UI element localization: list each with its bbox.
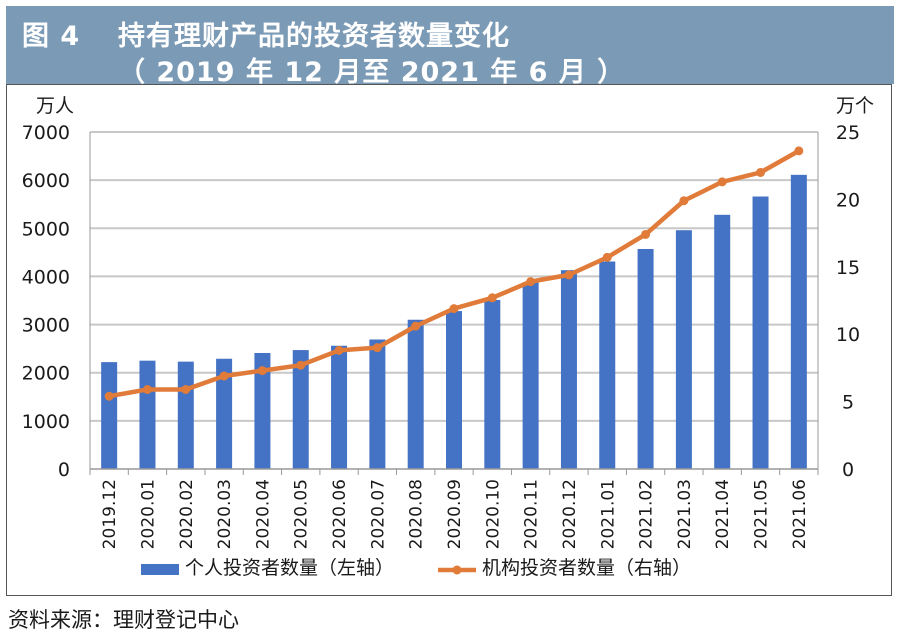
line-point-2020.01 [142, 384, 152, 394]
x-tick-label: 2020.10 [483, 479, 503, 549]
right-tick-label: 20 [836, 189, 860, 211]
left-tick-label: 1000 [22, 411, 70, 433]
line-point-2020.08 [411, 321, 421, 331]
figure-number: 图 4 [22, 21, 81, 52]
x-tick-label: 2021.04 [713, 479, 733, 549]
figure-header: 图 4 持有理财产品的投资者数量变化 （ 2019 年 12 月至 2021 年 … [6, 6, 894, 88]
bar-2021.03 [675, 230, 692, 469]
bar-2020.09 [446, 311, 462, 469]
x-tick-label: 2020.09 [445, 479, 465, 549]
line-point-2020.11 [526, 277, 536, 287]
x-tick-label: 2020.01 [138, 479, 158, 549]
line-point-2020.07 [372, 343, 382, 353]
right-tick-label: 15 [836, 257, 860, 279]
x-tick-label: 2020.07 [368, 479, 388, 549]
bar-layer [101, 174, 807, 470]
x-tick-label: 2020.11 [522, 479, 542, 549]
x-tick-label: 2020.02 [177, 479, 197, 549]
line-point-2020.05 [296, 360, 306, 370]
legend-bar-swatch [141, 564, 179, 575]
x-tick-label: 2020.04 [253, 479, 273, 549]
bar-2020.12 [560, 270, 577, 469]
line-point-2021.02 [641, 229, 651, 239]
x-tick-label: 2021.03 [675, 479, 695, 549]
chart-frame [6, 84, 892, 596]
bar-2020.03 [216, 358, 233, 469]
figure-subtitle: （ 2019 年 12 月至 2021 年 6 月 ） [118, 57, 626, 88]
axis-layer: 0 1000 2000 3000 4000 5000 6000 7000 0 5 10 15 20 25 万… [22, 95, 874, 549]
figure-title: 图 4 持有理财产品的投资者数量变化 [22, 14, 510, 53]
line-point-2021.03 [679, 196, 689, 206]
line-point-2020.12 [564, 270, 574, 280]
bar-2020.07 [369, 339, 386, 469]
bar-2020.08 [407, 319, 424, 469]
line-point-2020.02 [181, 384, 191, 394]
left-tick-label: 4000 [22, 266, 70, 288]
line-point-2020.09 [449, 304, 459, 314]
left-axis-unit: 万人 [36, 95, 74, 117]
left-tick-label: 6000 [22, 170, 70, 192]
x-tick-label: 2020.12 [560, 479, 580, 549]
right-tick-label: 5 [842, 392, 854, 414]
x-tick-label: 2021.01 [598, 479, 618, 549]
bar-2021.01 [599, 261, 616, 469]
line-point-2019.12 [104, 391, 114, 401]
line-point-2020.06 [334, 345, 344, 355]
line-point-2020.04 [257, 366, 267, 376]
bar-2021.05 [752, 196, 769, 470]
left-tick-label: 0 [58, 459, 70, 481]
bar-2020.02 [177, 361, 194, 469]
bar-2020.06 [331, 345, 348, 469]
x-tick-label: 2021.05 [752, 479, 772, 549]
x-tick-label: 2020.08 [407, 479, 427, 549]
line-point-2021.04 [717, 177, 727, 187]
bar-2019.12 [101, 362, 118, 469]
x-tick-label: 2021.06 [790, 479, 810, 549]
right-tick-label: 0 [842, 459, 854, 481]
legend-line-label: 机构投资者数量（右轴） [482, 557, 691, 579]
x-tick-label: 2020.03 [215, 479, 235, 549]
x-tick-label: 2019.12 [100, 479, 120, 549]
figure-title-text: 持有理财产品的投资者数量变化 [118, 21, 510, 52]
right-tick-label: 10 [836, 324, 860, 346]
source-note: 资料来源：理财登记中心 [8, 608, 239, 632]
legend-line-marker [452, 565, 462, 575]
legend-layer: 个人投资者数量（左轴） 机构投资者数量（右轴） [141, 557, 691, 579]
legend-bar-label: 个人投资者数量（左轴） [185, 557, 394, 579]
left-tick-label: 2000 [22, 363, 70, 385]
x-tick-label: 2020.06 [330, 479, 350, 549]
bar-2020.01 [139, 360, 156, 469]
x-tick-label: 2021.02 [637, 479, 657, 549]
bar-2021.02 [637, 248, 654, 469]
left-tick-label: 5000 [22, 218, 70, 240]
bar-2020.11 [522, 282, 539, 469]
line-point-2020.10 [487, 293, 497, 303]
x-tick-label: 2020.05 [292, 479, 312, 549]
bar-2020.05 [292, 350, 309, 469]
line-point-2021.06 [794, 146, 804, 156]
left-tick-label: 3000 [22, 315, 70, 337]
line-point-2021.01 [602, 252, 612, 262]
bar-2020.10 [484, 300, 501, 469]
right-axis-unit: 万个 [836, 95, 874, 117]
bar-2021.06 [790, 174, 807, 469]
left-tick-label: 7000 [22, 122, 70, 144]
bar-2020.04 [254, 352, 271, 469]
line-point-2021.05 [756, 167, 766, 177]
right-tick-label: 25 [836, 122, 860, 144]
line-layer [104, 146, 804, 401]
line-point-2020.03 [219, 371, 229, 381]
bar-2021.04 [714, 214, 731, 469]
